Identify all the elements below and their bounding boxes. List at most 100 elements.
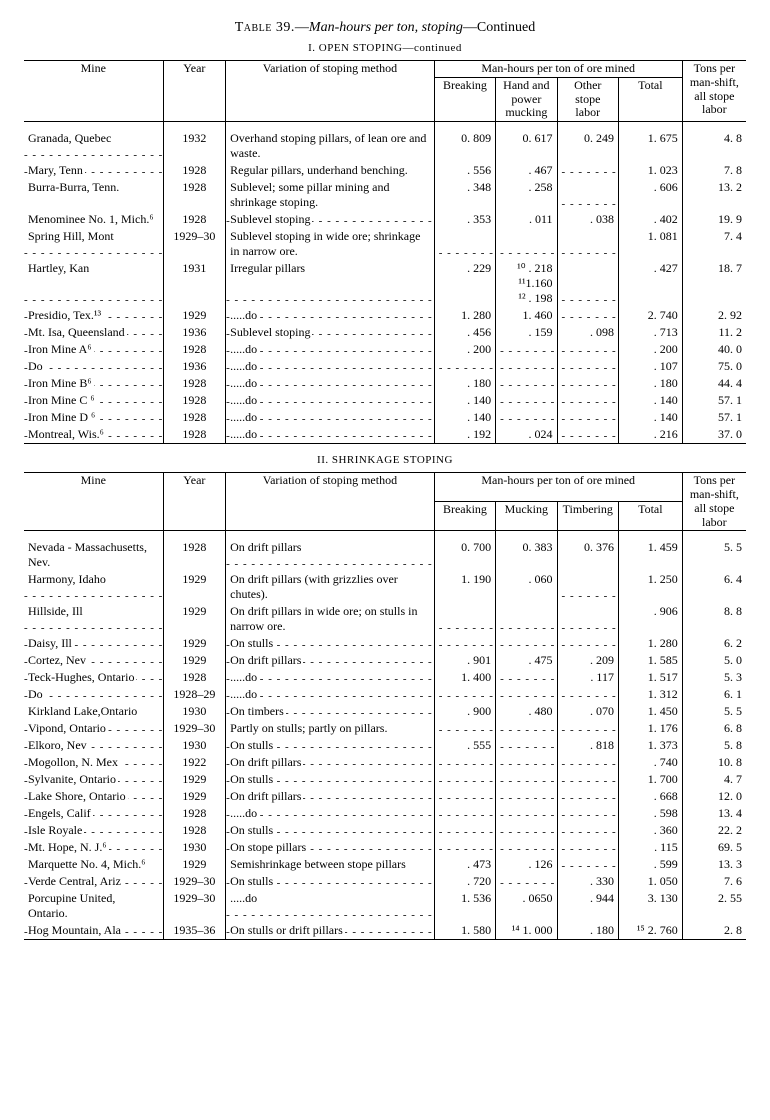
method-cell: .....do <box>226 392 435 409</box>
value-cell: . 606 <box>618 179 682 211</box>
value-cell: 1. 250 <box>618 571 682 603</box>
year-cell: 1922 <box>163 754 226 771</box>
method-cell: .....do <box>226 890 435 922</box>
value-cell: 19. 9 <box>682 211 746 228</box>
value-cell <box>434 228 495 260</box>
col-method: Variation of stoping method <box>226 473 435 531</box>
value-cell <box>557 720 618 737</box>
value-cell <box>496 358 557 375</box>
section2-heading: II. SHRINKAGE STOPING <box>24 446 746 472</box>
value-cell: . 900 <box>434 703 495 720</box>
value-cell: 6. 8 <box>682 720 746 737</box>
table-row: Sylvanite, Ontario1929On stulls1. 7004. … <box>24 771 746 788</box>
table-row: Teck-Hughes, Ontario1928.....do1. 400. 1… <box>24 669 746 686</box>
mine-cell: Verde Central, Ariz <box>24 873 163 890</box>
value-cell <box>496 720 557 737</box>
method-cell: .....do <box>226 426 435 444</box>
year-cell: 1928–29 <box>163 686 226 703</box>
value-cell: . 140 <box>434 409 495 426</box>
value-cell: . 0650 <box>496 890 557 922</box>
value-cell: . 126 <box>496 856 557 873</box>
mine-cell: Isle Royale <box>24 822 163 839</box>
value-cell: ¹⁵ 2. 760 <box>618 922 682 940</box>
title-label: Table 39. <box>235 20 295 35</box>
method-cell: .....do <box>226 358 435 375</box>
value-cell: 2. 740 <box>618 307 682 324</box>
method-cell: On drift pillars <box>226 539 435 571</box>
value-cell: 11. 2 <box>682 324 746 341</box>
table-row: Do1928–29.....do1. 3126. 1 <box>24 686 746 703</box>
table-title: Table 39.—Man-hours per ton, stoping—Con… <box>24 20 746 36</box>
col-tons: Tons per man-shift, all stope labor <box>682 61 746 122</box>
col-year: Year <box>163 61 226 122</box>
col-breaking: Breaking <box>434 77 495 121</box>
mine-cell: Harmony, Idaho <box>24 571 163 603</box>
value-cell <box>557 856 618 873</box>
value-cell: 69. 5 <box>682 839 746 856</box>
value-cell: . 427 <box>618 260 682 307</box>
year-cell: 1929–30 <box>163 228 226 260</box>
year-cell: 1929 <box>163 603 226 635</box>
value-cell <box>434 603 495 635</box>
table-row: Menominee No. 1, Mich.⁶1928Sublevel stop… <box>24 211 746 228</box>
col-mine: Mine <box>24 473 163 531</box>
table-row: Marquette No. 4, Mich.⁶1929Semishrinkage… <box>24 856 746 873</box>
year-cell: 1930 <box>163 839 226 856</box>
method-cell: Sublevel stoping <box>226 324 435 341</box>
value-cell <box>434 754 495 771</box>
value-cell <box>557 822 618 839</box>
table-row: Do1936.....do. 10775. 0 <box>24 358 746 375</box>
value-cell <box>434 771 495 788</box>
year-cell: 1931 <box>163 260 226 307</box>
value-cell: 1. 190 <box>434 571 495 603</box>
year-cell: 1929–30 <box>163 873 226 890</box>
value-cell: 1. 675 <box>618 130 682 162</box>
value-cell: . 200 <box>618 341 682 358</box>
mine-cell: Iron Mine A⁶ <box>24 341 163 358</box>
value-cell: 1. 700 <box>618 771 682 788</box>
mine-cell: Vipond, Ontario <box>24 720 163 737</box>
method-cell: On stulls <box>226 737 435 754</box>
year-cell: 1930 <box>163 737 226 754</box>
col-total: Total <box>618 502 682 531</box>
value-cell: 0. 617 <box>496 130 557 162</box>
method-cell: On drift pillars in wide ore; on stulls … <box>226 603 435 635</box>
value-cell <box>557 635 618 652</box>
method-cell: On stope pillars <box>226 839 435 856</box>
mine-cell: Mt. Isa, Queensland <box>24 324 163 341</box>
value-cell <box>557 307 618 324</box>
year-cell: 1929–30 <box>163 720 226 737</box>
value-cell: 7. 6 <box>682 873 746 890</box>
value-cell: 1. 536 <box>434 890 495 922</box>
method-cell: Sublevel stoping <box>226 211 435 228</box>
value-cell: . 456 <box>434 324 495 341</box>
col-group-manhours: Man-hours per ton of ore mined <box>434 61 682 78</box>
year-cell: 1928 <box>163 426 226 444</box>
value-cell <box>434 686 495 703</box>
value-cell <box>557 179 618 211</box>
col-year: Year <box>163 473 226 531</box>
mine-cell: Hillside, Ill <box>24 603 163 635</box>
value-cell: 4. 8 <box>682 130 746 162</box>
value-cell: . 555 <box>434 737 495 754</box>
mine-cell: Iron Mine B⁶ <box>24 375 163 392</box>
mine-cell: Porcupine United, Ontario. <box>24 890 163 922</box>
col-group-manhours: Man-hours per ton of ore mined <box>434 473 682 502</box>
year-cell: 1932 <box>163 130 226 162</box>
mine-cell: Menominee No. 1, Mich.⁶ <box>24 211 163 228</box>
value-cell: 3. 130 <box>618 890 682 922</box>
value-cell: . 180 <box>434 375 495 392</box>
col-other: Other stope labor <box>557 77 618 121</box>
value-cell <box>434 805 495 822</box>
value-cell <box>557 771 618 788</box>
value-cell <box>557 409 618 426</box>
value-cell: . 038 <box>557 211 618 228</box>
year-cell: 1928 <box>163 375 226 392</box>
value-cell: 1. 450 <box>618 703 682 720</box>
year-cell: 1929–30 <box>163 890 226 922</box>
mine-cell: Burra-Burra, Tenn. <box>24 179 163 211</box>
mine-cell: Engels, Calif <box>24 805 163 822</box>
method-cell: Overhand stoping pillars, of lean ore an… <box>226 130 435 162</box>
year-cell: 1929 <box>163 307 226 324</box>
value-cell: . 402 <box>618 211 682 228</box>
